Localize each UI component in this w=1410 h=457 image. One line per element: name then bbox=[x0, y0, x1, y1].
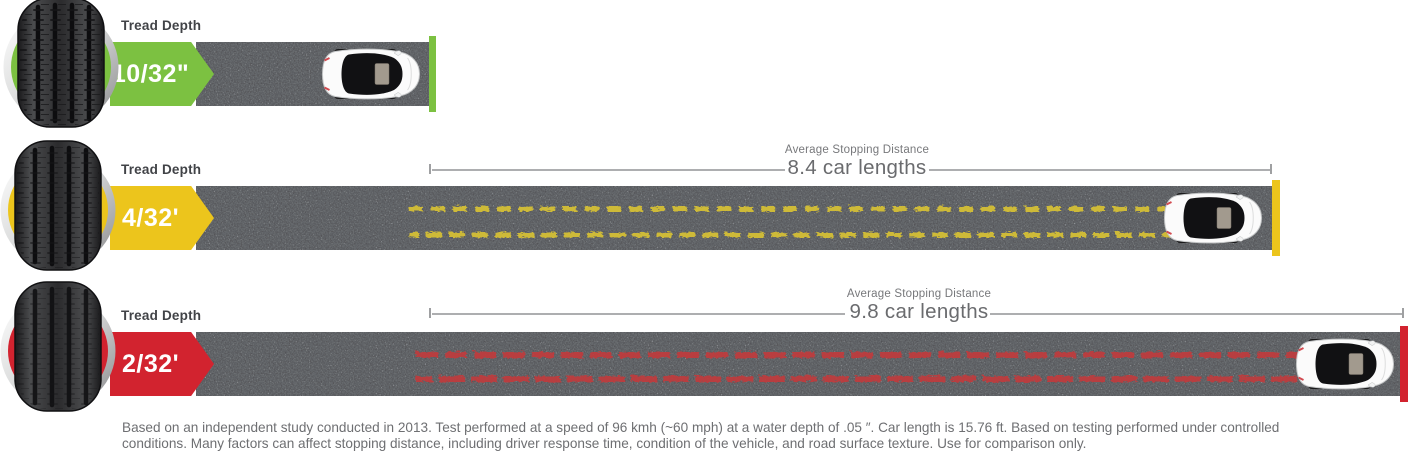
skid-marks-yellow bbox=[408, 205, 1185, 237]
measure-line-left bbox=[432, 313, 845, 315]
road-bar-2-32 bbox=[196, 332, 1400, 396]
asphalt-texture bbox=[196, 186, 1272, 250]
tire-icon bbox=[0, 279, 125, 419]
measure-line-right bbox=[929, 169, 1270, 171]
stopping-distance-value: 8.4 car lengths bbox=[787, 156, 927, 179]
measure-left-tick bbox=[429, 308, 431, 318]
tire-icon bbox=[0, 138, 125, 278]
measure-right-tick bbox=[1402, 308, 1404, 318]
tread-depth-value: 10/32" bbox=[111, 59, 190, 88]
car-icon bbox=[321, 48, 421, 100]
avg-stopping-distance-label: Average Stopping Distance bbox=[784, 144, 930, 156]
tread-depth-value: 4/32' bbox=[122, 203, 180, 232]
skid-marks-red bbox=[415, 351, 1305, 381]
car-icon bbox=[1295, 338, 1395, 390]
asphalt-texture bbox=[196, 332, 1400, 396]
avg-stopping-distance-label: Average Stopping Distance bbox=[846, 288, 992, 300]
tread-depth-label: Tread Depth bbox=[121, 162, 202, 177]
measure-line-right bbox=[990, 313, 1402, 315]
car-icon bbox=[1163, 192, 1263, 244]
stop-marker-4-32 bbox=[1272, 180, 1280, 256]
measure-left-tick bbox=[429, 164, 431, 174]
road-bar-4-32 bbox=[196, 186, 1272, 250]
disclaimer-text: Based on an independent study conducted … bbox=[122, 420, 1280, 452]
stop-marker-10-32 bbox=[429, 36, 436, 112]
tread-depth-value: 2/32' bbox=[122, 349, 180, 378]
tread-depth-badge-10-32: 10/32" bbox=[110, 42, 214, 106]
stopping-distance-value: 9.8 car lengths bbox=[849, 300, 989, 323]
tread-depth-badge-4-32: 4/32' bbox=[110, 186, 214, 250]
stop-marker-2-32 bbox=[1400, 326, 1408, 402]
tread-depth-badge-2-32: 2/32' bbox=[110, 332, 214, 396]
tire-icon bbox=[0, 0, 128, 135]
measure-line-left bbox=[432, 169, 785, 171]
tread-depth-label: Tread Depth bbox=[121, 308, 202, 323]
tread-depth-label: Tread Depth bbox=[121, 18, 202, 33]
measure-right-tick bbox=[1270, 164, 1272, 174]
